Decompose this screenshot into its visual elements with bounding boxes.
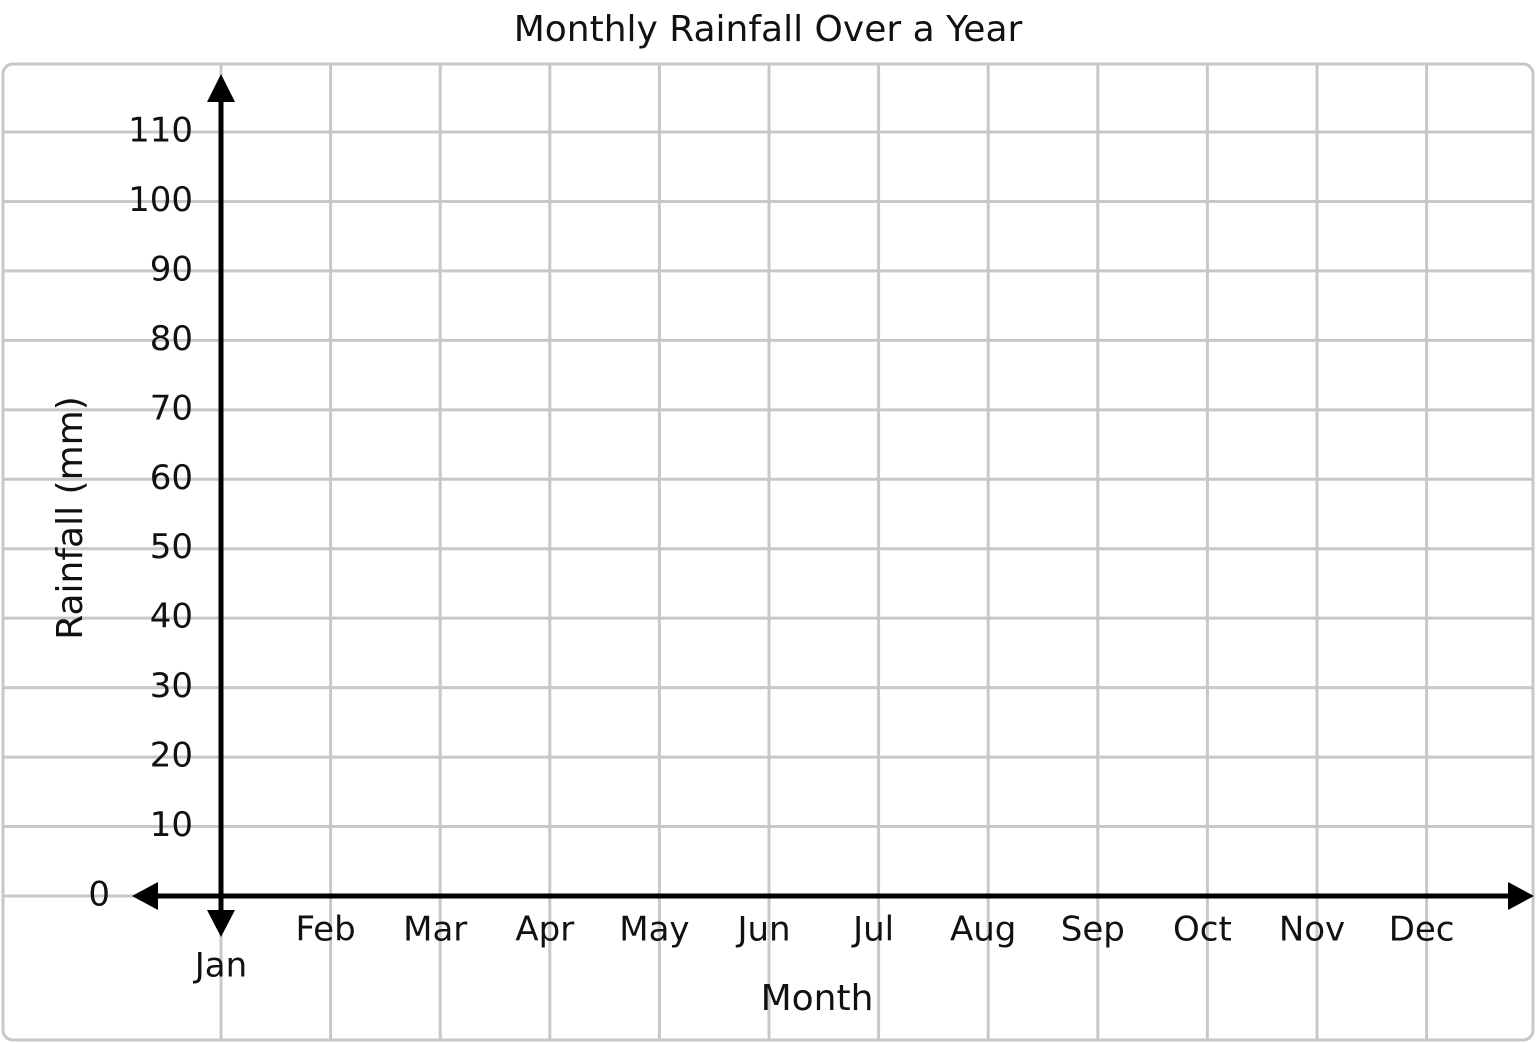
y-axis-label: Rainfall (mm) (50, 396, 91, 640)
y-tick-label: 40 (150, 597, 193, 637)
chart-title: Monthly Rainfall Over a Year (514, 9, 1023, 50)
x-tick-label: Jun (735, 910, 790, 950)
y-axis-arrow-top (207, 74, 235, 102)
y-tick-label: 90 (150, 249, 193, 289)
grid (3, 64, 1533, 1040)
x-tick-label: Feb (295, 910, 355, 950)
y-tick-label: 50 (150, 527, 193, 567)
y-tick-label: 30 (150, 666, 193, 706)
x-tick-label: Aug (950, 910, 1016, 950)
x-axis-label: Month (761, 978, 874, 1019)
x-axis-arrow-right (1508, 882, 1534, 910)
y-tick-label: 10 (150, 805, 193, 845)
x-tick-label: Dec (1389, 910, 1455, 950)
y-tick-label: 0 (88, 875, 110, 915)
y-tick-label: 60 (150, 458, 193, 498)
x-axis-arrow-left (132, 882, 158, 910)
x-tick-label: Oct (1173, 910, 1232, 950)
x-tick-label: Apr (515, 910, 574, 950)
x-tick-label: Jul (851, 910, 894, 950)
y-tick-label: 80 (150, 319, 193, 359)
y-tick-label: 100 (128, 180, 193, 220)
y-tick-label: 70 (150, 388, 193, 428)
y-axis-arrow-bottom (207, 910, 235, 937)
y-tick-label: 20 (150, 736, 193, 776)
x-tick-label: Mar (403, 910, 467, 950)
y-tick-label: 110 (128, 111, 193, 151)
x-tick-label: May (619, 910, 689, 950)
x-tick-label: Sep (1061, 910, 1125, 950)
axes (132, 74, 1534, 937)
x-tick-label: Nov (1279, 910, 1345, 950)
x-tick-label: Jan (193, 946, 247, 986)
